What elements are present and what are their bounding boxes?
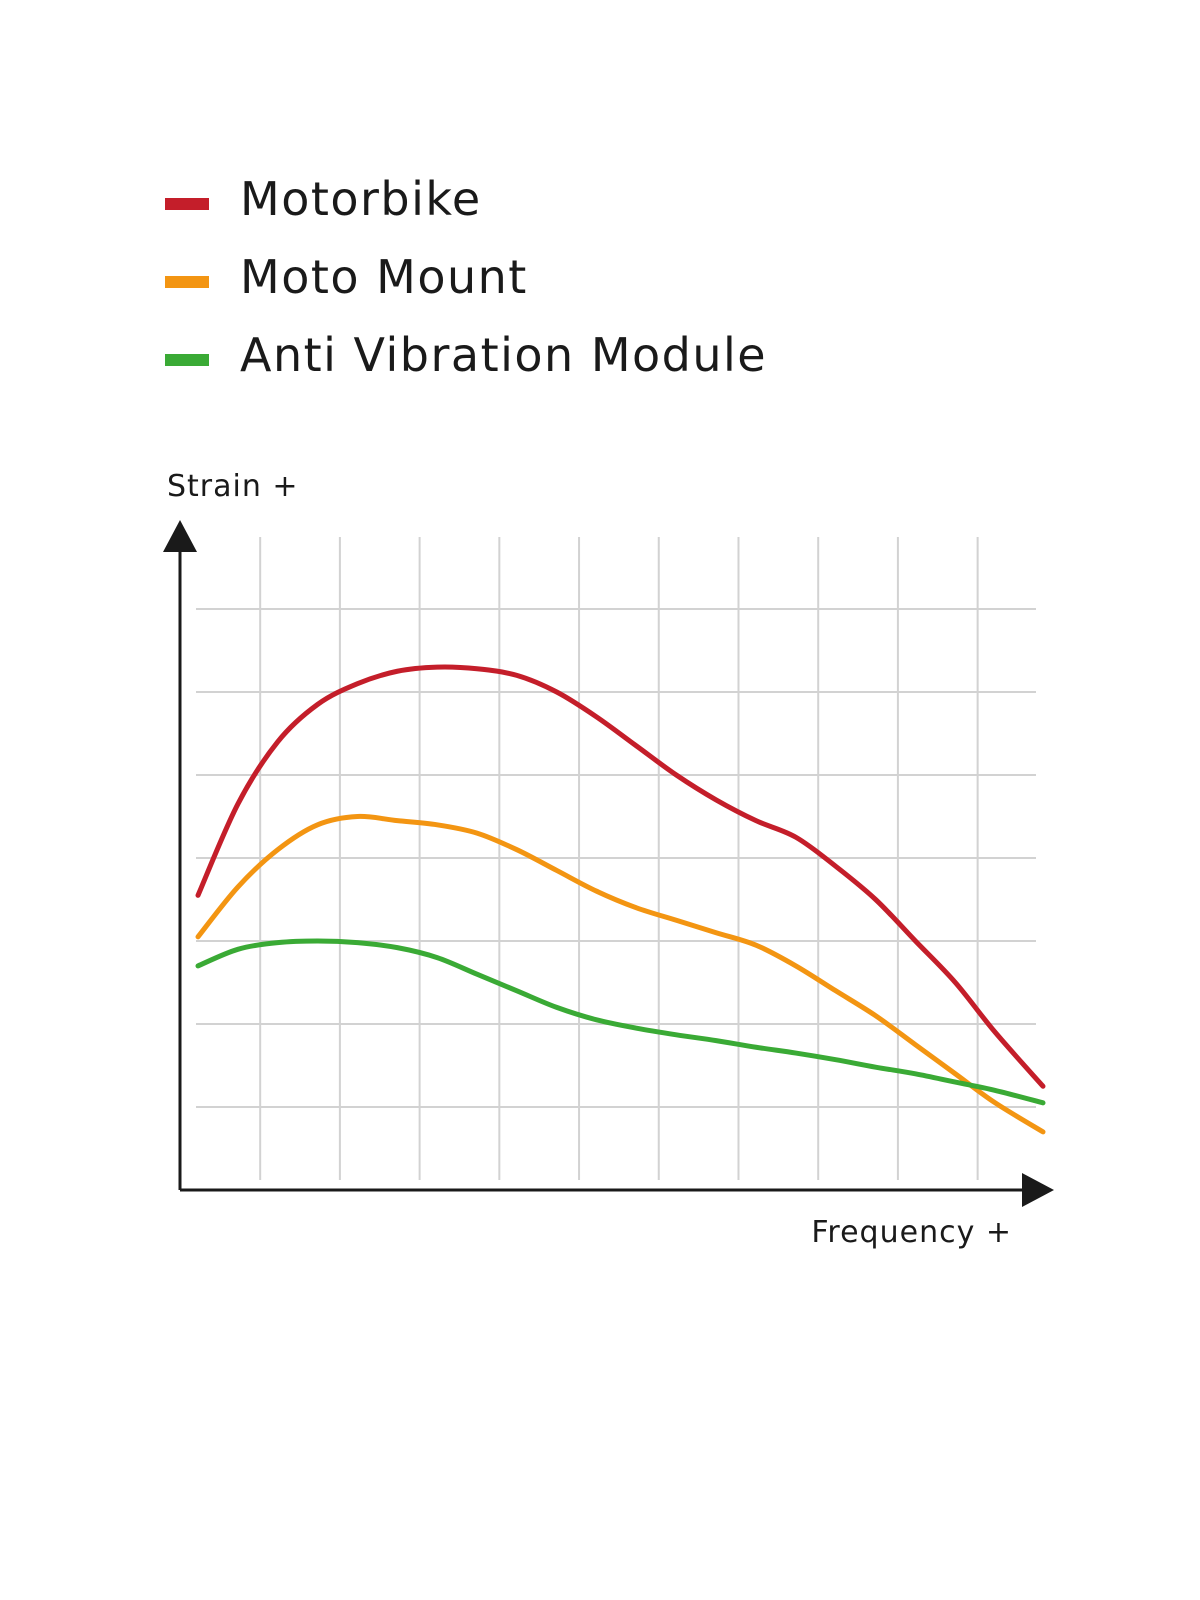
- legend-label-anti-vibration-module: Anti Vibration Module: [240, 328, 768, 382]
- axes: [163, 520, 1054, 1207]
- legend-swatch-anti-vibration-module: [165, 354, 209, 366]
- legend-swatch-moto-mount: [165, 276, 209, 288]
- y-axis-arrow-icon: [163, 520, 197, 552]
- legend-swatch-motorbike: [165, 198, 209, 210]
- series-line-motorbike: [195, 664, 1046, 1089]
- legend-label-moto-mount: Moto Mount: [240, 250, 528, 304]
- series-line-anti-vibration-module: [195, 938, 1046, 1106]
- x-axis-label: Frequency +: [811, 1215, 1012, 1250]
- series-group: [195, 664, 1046, 1135]
- legend-label-motorbike: Motorbike: [240, 172, 482, 226]
- x-axis-arrow-icon: [1022, 1173, 1054, 1207]
- series-line-moto-mount: [195, 813, 1046, 1135]
- y-axis-label: Strain +: [167, 469, 299, 504]
- grid: [196, 537, 1036, 1180]
